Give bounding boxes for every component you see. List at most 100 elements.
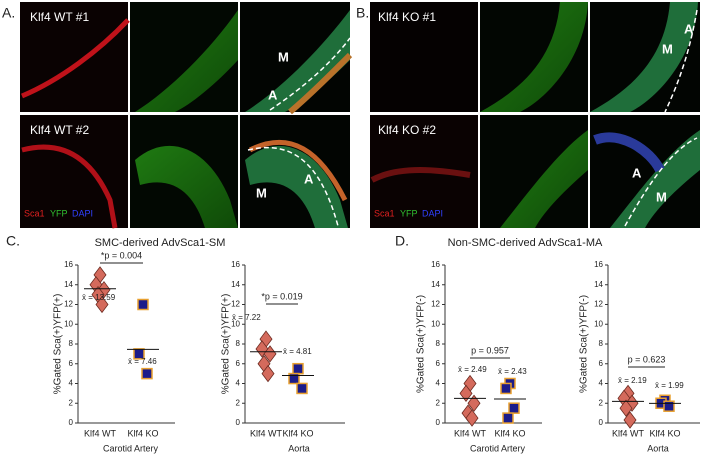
y-tick-label: 2	[436, 398, 441, 407]
panel-label: D.	[395, 233, 409, 249]
y-tick-label: 12	[231, 300, 240, 309]
boundary	[247, 146, 339, 227]
image-red	[370, 2, 478, 112]
y-axis-label: %Gated Sca(+)YFP(-)	[416, 295, 427, 393]
y-tick-label: 8	[436, 339, 441, 348]
image-label: Klf4 WT #1	[30, 10, 89, 24]
region-label: M	[662, 41, 673, 56]
y-tick-label: 6	[236, 359, 241, 368]
y-tick-label: 0	[599, 418, 604, 427]
boundary	[664, 9, 698, 113]
y-tick-label: 10	[594, 319, 603, 328]
y-tick-label: 8	[599, 339, 604, 348]
y-tick-label: 12	[594, 300, 603, 309]
y-tick-label: 2	[69, 398, 74, 407]
x-tick-label: Klf4 KO	[494, 428, 525, 438]
boundary	[269, 37, 351, 111]
image-label: Klf4 KO #1	[378, 10, 436, 24]
image-red	[20, 2, 128, 112]
region-label: A	[304, 171, 314, 186]
data-point	[500, 382, 512, 395]
y-tick-label: 4	[236, 379, 241, 388]
y-tick-label: 0	[236, 418, 241, 427]
y-tick-label: 6	[599, 359, 604, 368]
y-tick-label: 16	[231, 260, 240, 269]
y-tick-label: 2	[599, 398, 604, 407]
p-value: p = 0.623	[628, 354, 666, 364]
stain	[480, 2, 588, 112]
data-point	[95, 295, 109, 314]
mean-label: x̄ = 2.19	[618, 376, 647, 385]
y-tick-label: 16	[594, 260, 603, 269]
region-label: A	[632, 165, 642, 180]
y-tick-label: 14	[594, 280, 603, 289]
data-point	[508, 402, 520, 414]
y-tick-label: 8	[236, 339, 241, 348]
y-tick-label: 14	[431, 280, 440, 289]
x-tick-label: Klf4 KO	[282, 428, 313, 438]
x-axis-label: Aorta	[288, 443, 310, 453]
data-point	[141, 367, 153, 380]
channel-label: Sca1	[24, 208, 45, 218]
channel-label: Sca1	[374, 208, 395, 218]
y-tick-label: 10	[431, 319, 440, 328]
x-tick-label: Klf4 WT	[250, 428, 283, 438]
y-axis-label: %Gated Sca(+)YFP(+)	[53, 294, 64, 395]
y-tick-label: 14	[64, 280, 73, 289]
y-tick-label: 12	[431, 300, 440, 309]
y-tick-label: 10	[64, 319, 73, 328]
image-label: Klf4 WT #2	[30, 123, 89, 137]
mean-label: x̄ = 4.81	[283, 347, 312, 356]
region-label: M	[278, 49, 289, 64]
y-axis-label: %Gated Sca(+)YFP(+)	[221, 294, 232, 395]
stain	[248, 139, 348, 202]
y-tick-label: 2	[236, 398, 241, 407]
data-point	[663, 400, 675, 412]
stain	[593, 132, 665, 173]
panel-b-images	[370, 2, 700, 228]
data-point	[296, 382, 308, 395]
mean-label: x̄ = 7.22	[232, 313, 261, 322]
x-axis-label: Carotid Artery	[470, 443, 526, 453]
x-tick-label: Klf4 WT	[84, 428, 117, 438]
y-tick-label: 6	[69, 359, 74, 368]
stain	[21, 18, 130, 99]
x-axis-label: Carotid Artery	[103, 443, 159, 453]
stain	[135, 10, 238, 112]
x-tick-label: Klf4 KO	[127, 428, 158, 438]
region-label: M	[656, 189, 667, 204]
y-axis-label: %Gated Sca(+)YFP(-)	[579, 295, 590, 393]
data-point	[619, 399, 633, 417]
data-point	[467, 394, 481, 412]
section-title: Non-SMC-derived AdvSca1-MA	[448, 237, 603, 249]
mean-label: x̄ = 2.49	[458, 365, 487, 374]
x-tick-label: Klf4 WT	[612, 428, 645, 438]
region-label: A	[268, 87, 278, 102]
stain	[370, 167, 471, 183]
section-title: SMC-derived AdvSca1-SM	[95, 237, 226, 249]
y-tick-label: 4	[599, 379, 604, 388]
mean-label: x̄ = 13.59	[82, 293, 116, 302]
y-tick-label: 4	[436, 379, 441, 388]
x-axis-label: Aorta	[647, 443, 669, 453]
data-point	[288, 372, 300, 385]
panel-label: B.	[356, 5, 369, 21]
mean-label: x̄ = 1.99	[655, 381, 684, 390]
y-tick-label: 6	[436, 359, 441, 368]
y-tick-label: 0	[436, 418, 441, 427]
data-point	[465, 409, 479, 427]
p-value: *p = 0.004	[101, 250, 142, 260]
panel-a-images	[20, 2, 353, 229]
stain	[135, 145, 238, 228]
mean-label: x̄ = 7.46	[128, 357, 157, 366]
data-point	[137, 298, 149, 311]
y-tick-label: 8	[69, 339, 74, 348]
channel-label: YFP	[400, 208, 418, 218]
channel-label: DAPI	[72, 208, 93, 218]
p-value: *p = 0.019	[261, 291, 302, 301]
panel-label: A.	[2, 5, 15, 21]
data-point	[261, 364, 275, 383]
boundary	[624, 137, 698, 227]
y-tick-label: 4	[69, 379, 74, 388]
